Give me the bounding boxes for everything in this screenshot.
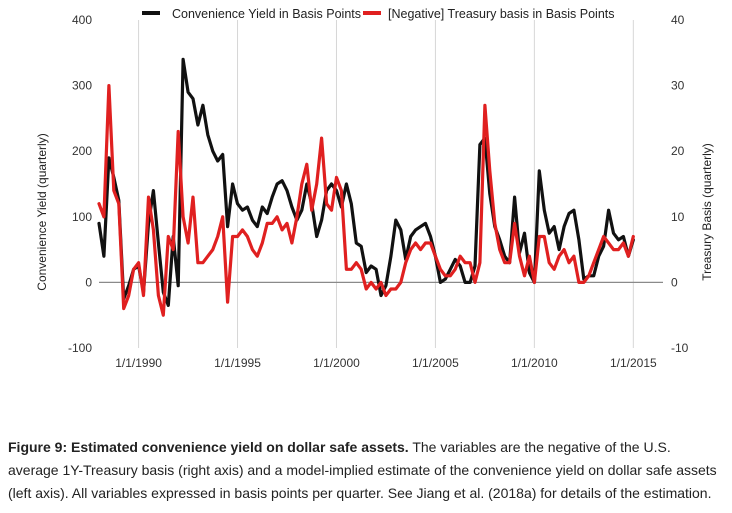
x-tick-label: 1/1/2005: [412, 356, 459, 370]
y-left-tick-label: 300: [72, 79, 92, 93]
legend-label-treasury-basis: [Negative] Treasury basis in Basis Point…: [388, 7, 615, 21]
convenience-yield-line: [97, 57, 635, 307]
figure-caption: Figure 9: Estimated convenience yield on…: [8, 436, 724, 505]
legend-label-convenience-yield: Convenience Yield in Basis Points: [172, 7, 361, 21]
y-right-tick-label: 30: [671, 79, 685, 93]
y-right-tick-label: 0: [671, 275, 678, 289]
x-tick-label: 1/1/2000: [313, 356, 360, 370]
y-right-axis-label: Treasury Basis (quarterly): [700, 143, 714, 281]
y-left-tick-label: 200: [72, 144, 92, 158]
caption-body: The variables are the negative of the U.…: [8, 439, 717, 501]
x-tick-label: 1/1/2010: [511, 356, 558, 370]
y-left-axis: -100 0 100 200 300 400: [68, 13, 92, 355]
y-left-tick-label: 400: [72, 13, 92, 27]
series-lines: [97, 57, 635, 317]
treasury-basis-line: [97, 83, 635, 317]
caption-title: Figure 9: Estimated convenience yield on…: [8, 439, 409, 455]
y-right-tick-label: 10: [671, 210, 685, 224]
y-left-tick-label: 100: [72, 210, 92, 224]
x-axis: 1/1/1990 1/1/1995 1/1/2000 1/1/2005 1/1/2010…: [115, 356, 657, 370]
x-tick-label: 1/1/1995: [214, 356, 261, 370]
x-tick-label: 1/1/2015: [610, 356, 657, 370]
y-left-axis-label: Convenience Yield (quarterly): [35, 133, 49, 290]
y-right-axis: -10 0 10 20 30 40: [671, 13, 689, 355]
y-right-tick-label: -10: [671, 341, 689, 355]
legend: Convenience Yield in Basis Points [Negat…: [142, 7, 615, 21]
y-left-tick-label: -100: [68, 341, 92, 355]
y-right-tick-label: 40: [671, 13, 685, 27]
y-right-tick-label: 20: [671, 144, 685, 158]
y-left-tick-label: 0: [85, 275, 92, 289]
x-tick-label: 1/1/1990: [115, 356, 162, 370]
